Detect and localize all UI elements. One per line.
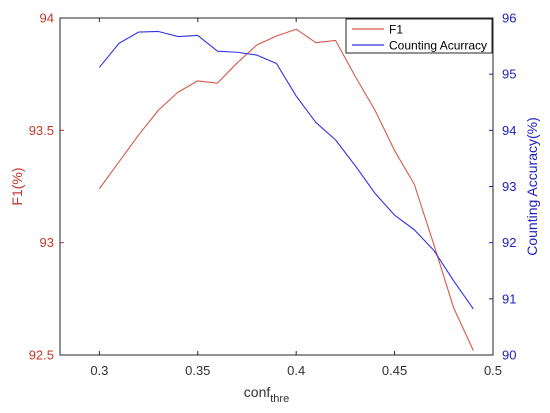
y-left-tick-label: 92.5 — [29, 348, 54, 363]
y-right-tick-label: 95 — [502, 67, 516, 82]
x-tick-label: 0.35 — [185, 363, 210, 378]
y-left-tick-label: 93.5 — [29, 123, 54, 138]
x-axis-label-main: conf — [244, 384, 271, 400]
legend-label: F1 — [389, 23, 403, 37]
legend-box — [345, 18, 493, 54]
y-right-tick-label: 96 — [502, 11, 516, 26]
y-right-tick-label: 94 — [502, 123, 516, 138]
y-right-axis-label: Counting Accuracy(%) — [524, 117, 540, 256]
legend: F1 Counting Acurracy — [345, 18, 493, 54]
x-axis-label-subscript: thre — [270, 393, 289, 405]
y-right-tick-label: 91 — [502, 291, 516, 306]
plot-area — [60, 18, 493, 355]
legend-label: Counting Acurracy — [389, 39, 487, 53]
y-left-tick-label: 93 — [40, 235, 54, 250]
y-right-tick-label: 92 — [502, 235, 516, 250]
labels-layer: 0.3 0.35 0.4 0.45 0.5 92.5 93 93.5 94 90 91 92 93 94 9… — [9, 11, 540, 406]
y-right-tick-label: 93 — [502, 179, 516, 194]
series-line-counting-accuracy — [98, 30, 474, 310]
x-tick-label: 0.4 — [287, 363, 305, 378]
plot-frame — [59, 17, 494, 356]
y-left-tick-label: 94 — [40, 11, 54, 26]
x-tick-label: 0.45 — [382, 363, 407, 378]
y-right-tick-label: 90 — [502, 348, 516, 363]
series-line-f1 — [98, 28, 474, 351]
series-layer — [98, 28, 474, 351]
y-left-axis-label: F1(%) — [9, 167, 25, 205]
x-axis-label: confthre — [244, 384, 289, 405]
x-tick-label: 0.5 — [484, 363, 502, 378]
x-tick-label: 0.3 — [90, 363, 108, 378]
